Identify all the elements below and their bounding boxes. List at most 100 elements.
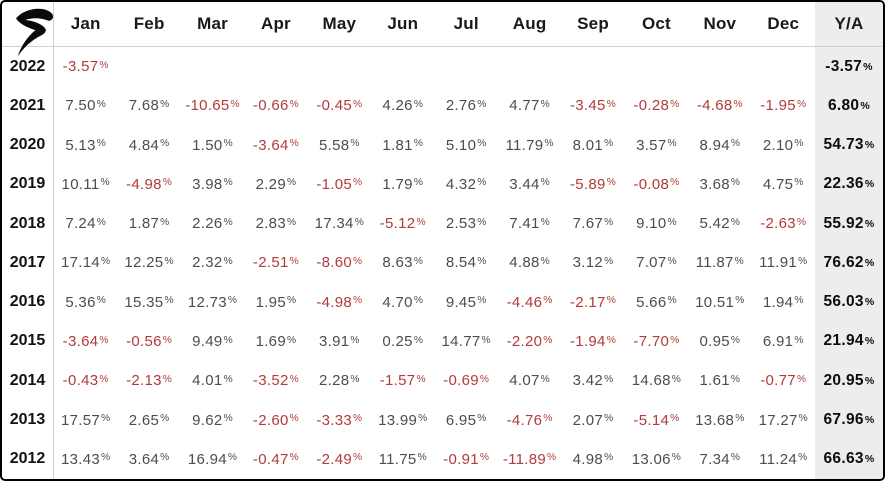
cell-2018-sep: 7.67% xyxy=(572,215,614,233)
percent-sign: % xyxy=(413,334,424,346)
percent-sign: % xyxy=(667,295,677,307)
cell-2018-apr: 2.83% xyxy=(255,215,297,233)
percent-sign: % xyxy=(96,98,107,110)
percent-sign: % xyxy=(223,256,233,267)
percent-sign: % xyxy=(730,334,741,346)
percent-sign: % xyxy=(353,98,363,110)
year-label: 2021 xyxy=(2,86,54,126)
table-row-2017: 2017 17.14% 12.25% 2.32% -2.51% -8.60% 8.63% 8.… xyxy=(2,243,883,283)
percent-sign: % xyxy=(730,373,741,385)
percent-sign: % xyxy=(604,216,614,228)
cell-2021-jul: 2.76% xyxy=(445,97,487,115)
cell-2018-jul: 2.53% xyxy=(445,215,487,233)
cell-2018-oct: 9.10% xyxy=(636,215,677,233)
table-row-2013: 2013 17.57% 2.65% 9.62% -2.60% -3.33% 13.99% 6.… xyxy=(2,400,883,440)
cell-2016-yearly-total: 56.03% xyxy=(815,282,883,322)
percent-sign: % xyxy=(670,413,680,425)
cell-2017-may: -8.60% xyxy=(316,254,363,272)
cell-2012-jul: -0.91% xyxy=(443,450,490,468)
percent-sign: % xyxy=(413,138,424,150)
column-header-apr: Apr xyxy=(261,14,291,33)
percent-sign: % xyxy=(477,98,487,110)
cell-2021-sep: -3.45% xyxy=(570,97,617,115)
percent-sign: % xyxy=(477,295,487,307)
cell-2013-may: -3.33% xyxy=(316,411,363,429)
percent-sign: % xyxy=(286,334,297,346)
percent-sign: % xyxy=(864,256,875,269)
cell-2015-may: 3.91% xyxy=(318,332,360,350)
percent-sign: % xyxy=(227,452,238,464)
percent-sign: % xyxy=(286,177,297,189)
cell-2013-aug: -4.76% xyxy=(506,411,553,429)
percent-sign: % xyxy=(794,138,804,150)
cell-2016-dec: 1.94% xyxy=(762,293,804,311)
column-header-ya: Y/A xyxy=(815,2,883,46)
percent-sign: % xyxy=(604,256,614,267)
cell-2020-oct: 3.57% xyxy=(636,136,677,154)
cell-2016-sep: -2.17% xyxy=(570,293,617,311)
percent-sign: % xyxy=(543,413,553,425)
percent-sign: % xyxy=(99,334,109,346)
cell-2019-jan: 10.11% xyxy=(61,175,110,193)
percent-sign: % xyxy=(289,373,299,385)
cell-2019-mar: 3.98% xyxy=(192,175,233,193)
percent-sign: % xyxy=(540,177,550,189)
percent-sign: % xyxy=(477,177,487,189)
cell-2014-yearly-total: 20.95% xyxy=(815,361,883,401)
percent-sign: % xyxy=(735,413,745,425)
percent-sign: % xyxy=(730,138,741,150)
table-row-2019: 2019 10.11% -4.98% 3.98% 2.29% -1.05% 1.79% 4.3… xyxy=(2,164,883,205)
percent-sign: % xyxy=(350,334,360,346)
percent-sign: % xyxy=(160,138,170,150)
percent-sign: % xyxy=(863,60,873,73)
cell-2012-mar: 16.94% xyxy=(187,450,238,468)
cell-2014-nov: 1.61% xyxy=(699,372,741,390)
cell-2016-aug: -4.46% xyxy=(506,293,553,311)
cell-2017-feb: 12.25% xyxy=(124,254,174,272)
cell-2014-aug: 4.07% xyxy=(509,372,550,390)
column-header-aug: Aug xyxy=(512,14,547,33)
percent-sign: % xyxy=(162,334,173,346)
cell-2013-feb: 2.65% xyxy=(128,411,170,429)
percent-sign: % xyxy=(864,178,875,191)
year-label: 2012 xyxy=(2,439,54,479)
cell-2016-apr: 1.95% xyxy=(255,293,297,311)
percent-sign: % xyxy=(667,216,677,228)
cell-2012-may: -2.49% xyxy=(316,450,363,468)
cell-2019-aug: 3.44% xyxy=(509,175,550,193)
cell-2017-mar: 2.32% xyxy=(192,254,233,272)
percent-sign: % xyxy=(96,295,107,307)
cell-2021-aug: 4.77% xyxy=(509,97,550,115)
cell-2013-mar: 9.62% xyxy=(192,411,233,429)
cell-2016-may: -4.98% xyxy=(316,293,363,311)
percent-sign: % xyxy=(481,334,491,346)
cell-2016-jun: 4.70% xyxy=(382,293,424,311)
cell-2017-nov: 11.87% xyxy=(695,254,745,272)
cell-2021-dec: -1.95% xyxy=(760,97,807,115)
cell-2015-jul: 14.77% xyxy=(441,332,491,350)
table-row-2020: 2020 5.13% 4.84% 1.50% -3.64% 5.58% 1.81% 5.10%… xyxy=(2,125,883,165)
percent-sign: % xyxy=(730,216,741,228)
percent-sign: % xyxy=(223,216,233,228)
percent-sign: % xyxy=(667,256,677,267)
percent-sign: % xyxy=(477,413,487,425)
percent-sign: % xyxy=(353,256,363,267)
percent-sign: % xyxy=(286,295,297,307)
percent-sign: % xyxy=(671,373,682,385)
cell-2021-mar: -10.65% xyxy=(185,97,240,115)
column-header-jun: Jun xyxy=(387,14,419,33)
cell-2020-dec: 2.10% xyxy=(762,136,804,154)
cell-2021-nov: -4.68% xyxy=(696,97,743,115)
percent-sign: % xyxy=(99,59,109,71)
cell-2020-jun: 1.81% xyxy=(382,136,424,154)
cell-2021-apr: -0.66% xyxy=(252,97,299,115)
cell-2022-yearly-total: -3.57% xyxy=(815,47,883,87)
percent-sign: % xyxy=(477,256,487,267)
percent-sign: % xyxy=(160,216,170,228)
cell-2017-aug: 4.88% xyxy=(509,254,550,272)
cell-2020-feb: 4.84% xyxy=(128,136,170,154)
percent-sign: % xyxy=(413,177,424,189)
cell-2019-sep: -5.89% xyxy=(570,175,617,193)
percent-sign: % xyxy=(164,256,174,267)
percent-sign: % xyxy=(543,295,553,307)
